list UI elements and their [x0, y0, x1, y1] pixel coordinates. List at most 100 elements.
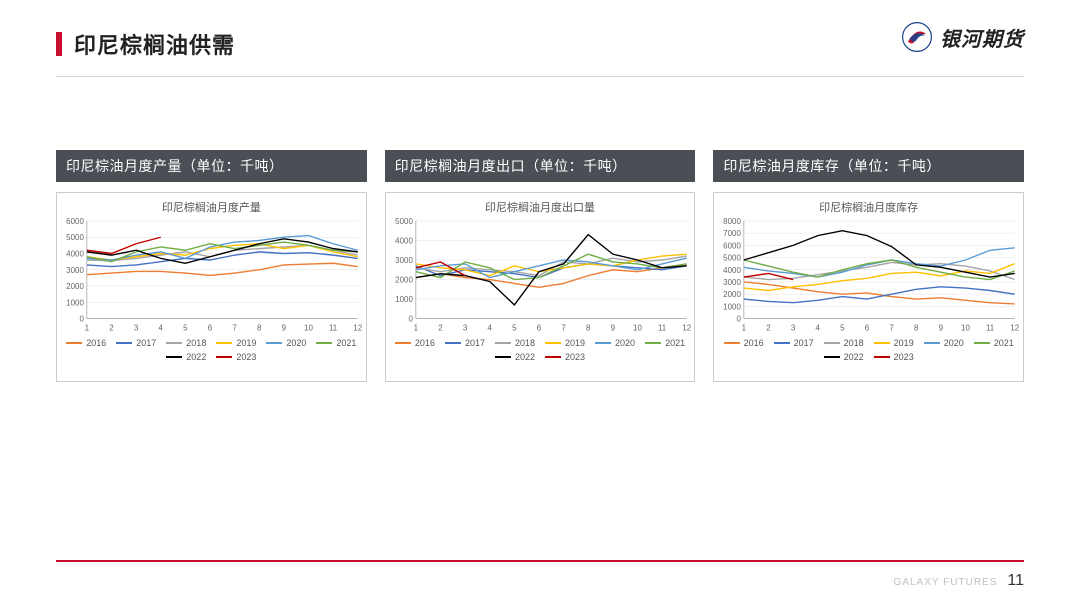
- legend-swatch: [495, 342, 511, 344]
- legend-swatch: [545, 342, 561, 344]
- chart-title: 印尼棕榈油月度库存: [714, 199, 1023, 215]
- svg-text:9: 9: [282, 324, 287, 333]
- panel-header: 印尼棕油月度产量（单位：千吨）: [56, 150, 367, 182]
- legend-item: 2020: [924, 338, 964, 348]
- legend-swatch: [645, 342, 661, 344]
- legend-item: 2021: [974, 338, 1014, 348]
- legend-label: 2016: [744, 338, 764, 348]
- brand-name: 银河期货: [940, 23, 1024, 52]
- svg-text:8: 8: [586, 324, 591, 333]
- svg-text:12: 12: [682, 324, 691, 333]
- svg-text:1000: 1000: [724, 302, 742, 311]
- svg-text:6000: 6000: [66, 217, 84, 226]
- legend-swatch: [66, 342, 82, 344]
- svg-text:12: 12: [1011, 324, 1020, 333]
- legend-item: 2019: [874, 338, 914, 348]
- legend-item: 2023: [216, 352, 256, 362]
- legend-item: 2017: [445, 338, 485, 348]
- legend-item: 2023: [545, 352, 585, 362]
- legend-item: 2023: [874, 352, 914, 362]
- svg-text:1: 1: [85, 324, 90, 333]
- legend-swatch: [824, 356, 840, 358]
- svg-text:5000: 5000: [395, 217, 413, 226]
- svg-text:6: 6: [865, 324, 870, 333]
- svg-text:12: 12: [353, 324, 362, 333]
- legend-label: 2017: [136, 338, 156, 348]
- chart-svg: 0100020003000400050006000700080001234567…: [714, 215, 1023, 334]
- svg-text:1: 1: [742, 324, 747, 333]
- chart-panel: 印尼棕榈油月度出口（单位：千吨）印尼棕榈油月度出口量01000200030004…: [385, 150, 696, 382]
- chart-svg: 010002000300040005000123456789101112: [386, 215, 695, 334]
- chart-svg: 0100020003000400050006000123456789101112: [57, 215, 366, 334]
- slide: 印尼棕榈油供需 银河期货 印尼棕油月度产量（单位：千吨）印尼棕榈油月度产量010…: [0, 0, 1080, 608]
- chart-legend: 2016 2017 2018 2019 2020 2021 2022 2023: [386, 334, 695, 368]
- svg-text:6000: 6000: [724, 241, 742, 250]
- legend-label: 2020: [944, 338, 964, 348]
- legend-swatch: [216, 342, 232, 344]
- legend-swatch: [924, 342, 940, 344]
- svg-text:2: 2: [767, 324, 772, 333]
- legend-item: 2020: [266, 338, 306, 348]
- title-marker: [56, 32, 62, 56]
- chart-box: 印尼棕榈油月度库存0100020003000400050006000700080…: [713, 192, 1024, 382]
- svg-text:0: 0: [737, 315, 742, 324]
- legend-swatch: [545, 356, 561, 358]
- legend-label: 2017: [465, 338, 485, 348]
- legend-label: 2022: [515, 352, 535, 362]
- svg-text:2000: 2000: [724, 290, 742, 299]
- legend-swatch: [216, 356, 232, 358]
- legend-swatch: [974, 342, 990, 344]
- legend-item: 2021: [316, 338, 356, 348]
- footer: GALAXY FUTURES 11: [894, 572, 1024, 590]
- legend-item: 2019: [216, 338, 256, 348]
- legend-label: 2021: [665, 338, 685, 348]
- legend-swatch: [445, 342, 461, 344]
- svg-text:4: 4: [159, 324, 164, 333]
- chart-box: 印尼棕榈油月度产量0100020003000400050006000123456…: [56, 192, 367, 382]
- legend-swatch: [116, 342, 132, 344]
- legend-label: 2022: [186, 352, 206, 362]
- legend-item: 2016: [395, 338, 435, 348]
- legend-item: 2018: [166, 338, 206, 348]
- svg-text:1000: 1000: [66, 298, 84, 307]
- legend-label: 2017: [794, 338, 814, 348]
- legend-item: 2020: [595, 338, 635, 348]
- chart-panel: 印尼棕油月度库存（单位：千吨）印尼棕榈油月度库存0100020003000400…: [713, 150, 1024, 382]
- legend-item: 2016: [66, 338, 106, 348]
- legend-item: 2016: [724, 338, 764, 348]
- legend-label: 2019: [894, 338, 914, 348]
- svg-text:4: 4: [487, 324, 492, 333]
- svg-text:9: 9: [610, 324, 615, 333]
- svg-text:2: 2: [109, 324, 114, 333]
- svg-text:1: 1: [413, 324, 418, 333]
- chart-legend: 20162017201820192020202120222023: [714, 334, 1023, 368]
- chart-title: 印尼棕榈油月度产量: [57, 199, 366, 215]
- legend-item: 2019: [545, 338, 585, 348]
- header-rule: [56, 76, 1024, 77]
- legend-label: 2018: [515, 338, 535, 348]
- svg-text:4: 4: [816, 324, 821, 333]
- legend-swatch: [395, 342, 411, 344]
- svg-text:10: 10: [961, 324, 970, 333]
- chart-box: 印尼棕榈油月度出口量010002000300040005000123456789…: [385, 192, 696, 382]
- legend-item: 2017: [774, 338, 814, 348]
- legend-swatch: [266, 342, 282, 344]
- page-title: 印尼棕榈油供需: [74, 28, 235, 60]
- panel-header: 印尼棕榈油月度出口（单位：千吨）: [385, 150, 696, 182]
- legend-swatch: [595, 342, 611, 344]
- chart-title: 印尼棕榈油月度出口量: [386, 199, 695, 215]
- svg-text:9: 9: [939, 324, 944, 333]
- svg-text:6: 6: [536, 324, 541, 333]
- legend-label: 2020: [286, 338, 306, 348]
- svg-text:5000: 5000: [724, 254, 742, 263]
- svg-text:11: 11: [329, 324, 338, 333]
- legend-item: 2022: [824, 352, 864, 362]
- svg-text:0: 0: [408, 315, 413, 324]
- legend-item: 2022: [495, 352, 535, 362]
- chart-panels: 印尼棕油月度产量（单位：千吨）印尼棕榈油月度产量0100020003000400…: [56, 150, 1024, 382]
- title-bar: 印尼棕榈油供需: [56, 28, 1024, 60]
- legend-label: 2023: [565, 352, 585, 362]
- svg-text:5: 5: [512, 324, 517, 333]
- legend-swatch: [316, 342, 332, 344]
- legend-label: 2016: [415, 338, 435, 348]
